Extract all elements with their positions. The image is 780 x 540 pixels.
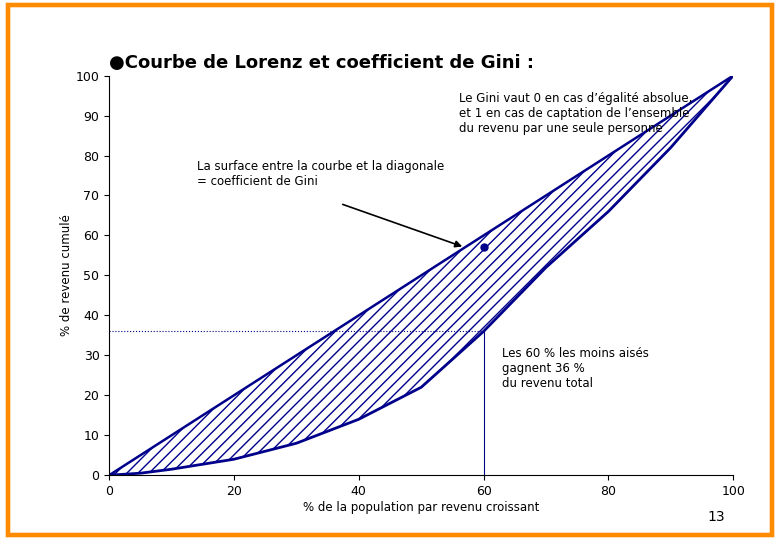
Text: ●Courbe de Lorenz et coefficient de Gini :: ●Courbe de Lorenz et coefficient de Gini… xyxy=(109,54,534,72)
Text: Les 60 % les moins aisés
gagnent 36 %
du revenu total: Les 60 % les moins aisés gagnent 36 % du… xyxy=(502,347,649,390)
X-axis label: % de la population par revenu croissant: % de la population par revenu croissant xyxy=(303,501,540,514)
Text: La surface entre la courbe et la diagonale
= coefficient de Gini: La surface entre la courbe et la diagona… xyxy=(197,159,444,187)
Text: Le Gini vaut 0 en cas d’égalité absolue,
et 1 en cas de captation de l’ensemble
: Le Gini vaut 0 en cas d’égalité absolue,… xyxy=(459,92,692,134)
Y-axis label: % de revenu cumulé: % de revenu cumulé xyxy=(60,214,73,336)
Text: 13: 13 xyxy=(707,510,725,524)
